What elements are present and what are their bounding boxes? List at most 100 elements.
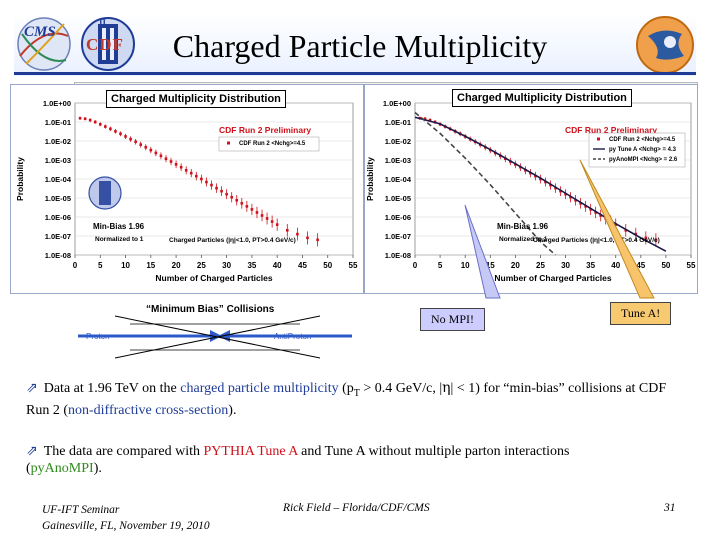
- x-tick-label: 0: [413, 261, 418, 270]
- data-point: [78, 116, 82, 120]
- data-point: [235, 198, 239, 202]
- bullet-1-text-e: | < 1) for “min-bias” collisions at CDF …: [26, 381, 667, 418]
- cdf-logo-letter: II: [99, 18, 107, 28]
- page-title: Charged Particle Multiplicity: [172, 28, 548, 64]
- tune-a-callout: Tune A!: [610, 302, 672, 325]
- bullet-1-eta: η: [442, 380, 451, 396]
- cdf-watermark-bar: [99, 181, 111, 205]
- y-tick-label: 1.0E-08: [385, 251, 411, 260]
- y-axis-label: Probability: [15, 157, 25, 201]
- legend-box: [218, 136, 320, 152]
- bullet-2-pythia-tune-a: PYTHIA Tune A: [203, 444, 298, 459]
- data-point: [265, 217, 269, 220]
- footer-seminar: UF-IFT Seminar Gainesville, FL, November…: [42, 502, 210, 534]
- data-point: [245, 205, 249, 208]
- x-tick-label: 15: [486, 261, 495, 270]
- x-axis-label: Number of Charged Particles: [155, 273, 272, 283]
- x-tick-label: 20: [511, 261, 520, 270]
- x-tick-label: 25: [197, 261, 206, 270]
- data-point: [189, 171, 193, 175]
- data-point: [195, 174, 198, 178]
- data-point: [124, 135, 127, 138]
- y-tick-label: 1.0E-01: [385, 118, 411, 127]
- x-tick-label: 50: [661, 261, 670, 270]
- cms-logo-text: CMS: [24, 24, 56, 40]
- cdf-logo: CDF II: [80, 14, 136, 74]
- x-tick-label: 0: [73, 261, 78, 270]
- y-tick-label: 1.0E-03: [45, 156, 71, 165]
- y-tick-label: 1.0E+00: [43, 99, 71, 108]
- data-point: [296, 232, 299, 236]
- y-tick-label: 1.0E-07: [385, 232, 411, 241]
- data-point: [564, 192, 567, 196]
- data-point: [569, 195, 572, 199]
- data-point: [159, 154, 163, 158]
- x-tick-label: 30: [561, 261, 570, 270]
- bullet-2-text-e: ).: [93, 461, 102, 476]
- y-tick-label: 1.0E-04: [45, 175, 72, 184]
- data-point: [144, 145, 148, 149]
- left-chart-title: Charged Multiplicity Distribution: [106, 90, 286, 108]
- bullet-1-text-c: (p: [338, 381, 354, 396]
- data-point: [654, 238, 658, 242]
- antiproton-label: AntiProton: [274, 332, 312, 341]
- data-point: [169, 160, 173, 163]
- cms-logo-graphic: [17, 17, 71, 71]
- data-point: [104, 125, 107, 128]
- x-tick-label: 5: [98, 261, 103, 270]
- data-point: [554, 186, 557, 190]
- y-tick-label: 1.0E+00: [383, 99, 411, 108]
- bullet-1-text-g: ).: [228, 402, 237, 418]
- legend-marker-data: [227, 141, 230, 145]
- footer-author: Rick Field – Florida/CDF/CMS: [283, 502, 430, 514]
- x-tick-label: 25: [536, 261, 545, 270]
- x-tick-label: 30: [222, 261, 231, 270]
- legend-label: CDF Run 2 <Nchg>=4.5: [609, 137, 676, 143]
- data-point: [240, 202, 244, 205]
- x-tick-label: 20: [172, 261, 181, 270]
- data-point: [544, 180, 547, 184]
- x-tick-label: 10: [121, 261, 130, 270]
- footer-seminar-line2: Gainesville, FL, November 19, 2010: [42, 520, 210, 532]
- minbias-title: “Minimum Bias” Collisions: [146, 304, 275, 315]
- cuts-label: Charged Particles (|η|<1.0, PT>0.4 GeV/c…: [533, 237, 660, 244]
- data-point: [200, 177, 203, 181]
- bullet-2-text-c: and Tune A without multiple parton inter…: [26, 444, 570, 476]
- data-point: [255, 211, 259, 214]
- footer-seminar-line1: UF-IFT Seminar: [42, 504, 120, 516]
- right-chart-panel: 1.0E+00 1.0E-01 1.0E-02 1.0E-03 1.0E-04 1.0E-…: [364, 84, 698, 294]
- footer-page-number: 31: [664, 502, 676, 514]
- data-point: [114, 130, 117, 133]
- data-point: [574, 198, 577, 202]
- minbias-diagram-svg: [78, 315, 352, 359]
- cms-logo: CMS: [16, 16, 72, 72]
- data-point: [275, 223, 279, 226]
- normalized-label: Normalized to 1: [95, 236, 144, 243]
- left-chart-svg: 1.0E+00 1.0E-01 1.0E-02 1.0E-03 1.0E-04 1.0E-…: [15, 99, 358, 283]
- data-point: [285, 229, 289, 232]
- data-point: [539, 177, 542, 181]
- y-tick-label: 1.0E-05: [45, 194, 71, 203]
- cuts-label: Charged Particles (|η|<1.0, PT>0.4 GeV/c…: [169, 237, 296, 244]
- no-mpi-callout: No MPI!: [420, 308, 486, 331]
- x-tick-label: 5: [438, 261, 443, 270]
- y-axis-label: Probability: [365, 157, 375, 201]
- y-tick-label: 1.0E-05: [385, 194, 411, 203]
- data-point: [306, 236, 309, 240]
- data-point: [149, 148, 153, 152]
- x-tick-label: 15: [146, 261, 155, 270]
- bullet-1-text-d: > 0.4 GeV/c, |: [359, 381, 443, 396]
- proton-label: Proton: [86, 332, 110, 341]
- data-point: [179, 165, 183, 169]
- data-point: [109, 127, 112, 131]
- cdf-logo-graphic: [81, 17, 135, 71]
- florida-logo: [634, 14, 696, 76]
- data-point: [260, 214, 264, 217]
- minbias-label: Min-Bias 1.96: [497, 222, 549, 231]
- data-point: [88, 118, 92, 122]
- y-tick-label: 1.0E-02: [385, 137, 411, 146]
- data-point: [119, 132, 122, 136]
- y-tick-label: 1.0E-04: [385, 175, 412, 184]
- data-point: [210, 183, 213, 187]
- data-point: [215, 186, 218, 190]
